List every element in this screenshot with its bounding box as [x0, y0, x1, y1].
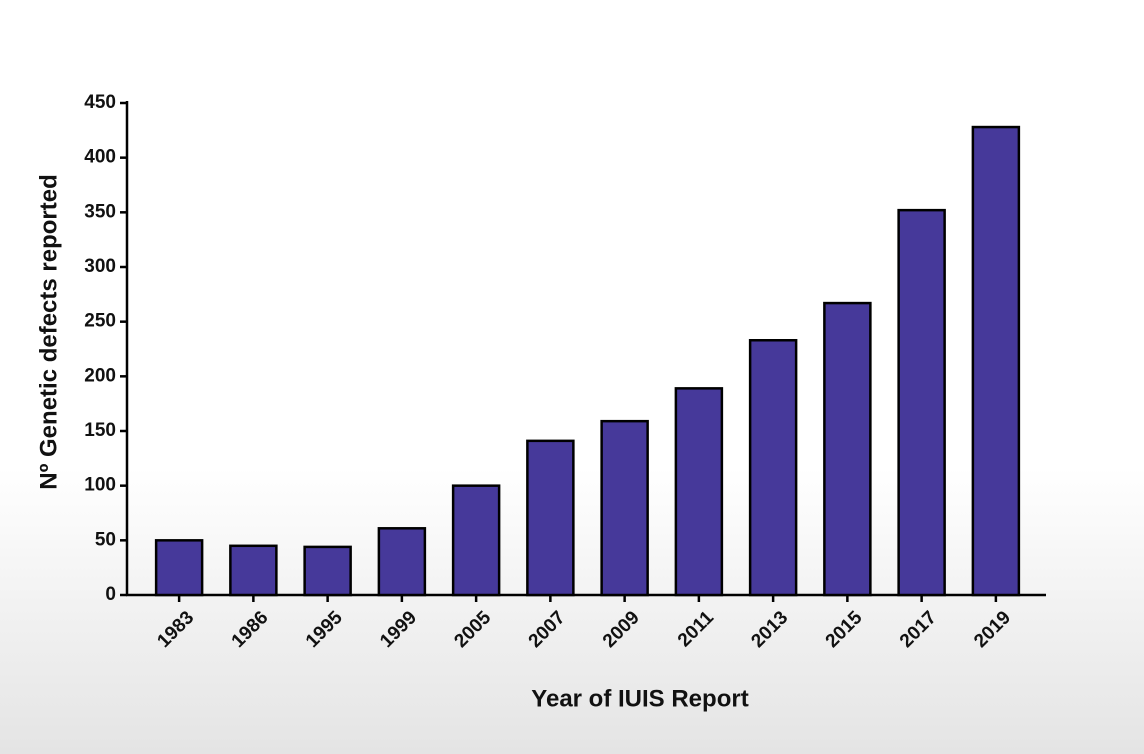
x-tick-label: 2013	[747, 607, 792, 652]
x-tick-label: 2019	[970, 607, 1015, 652]
x-tick-label: 2009	[599, 607, 644, 652]
x-tick-label: 1995	[302, 607, 347, 652]
x-tick-label: 2005	[450, 607, 495, 652]
x-tick-label: 2011	[674, 607, 718, 651]
bar	[897, 208, 946, 597]
x-tick-label: 2017	[896, 607, 941, 652]
bar	[971, 125, 1021, 597]
bar	[154, 539, 204, 597]
bar	[451, 484, 501, 597]
y-axis-title: Nº Genetic defects reported	[35, 174, 62, 490]
bar	[377, 527, 427, 597]
y-tick-label: 450	[84, 92, 116, 113]
y-tick-label: 100	[84, 475, 116, 496]
x-axis-title: Year of IUIS Report	[531, 685, 748, 712]
x-tick-label: 2007	[525, 607, 570, 652]
x-tick-label: 1999	[376, 607, 421, 652]
y-tick-label: 250	[84, 311, 116, 332]
y-tick-label: 300	[84, 256, 116, 277]
y-tick-label: 400	[84, 147, 116, 168]
y-tick-label: 50	[95, 529, 116, 550]
bar	[748, 339, 798, 597]
bar	[526, 439, 575, 597]
bar	[229, 544, 278, 597]
bar	[674, 387, 724, 597]
x-tick-label: 1983	[153, 607, 198, 652]
x-tick-label: 2015	[822, 607, 867, 652]
y-tick-label: 150	[84, 420, 116, 441]
bar	[303, 545, 352, 597]
bar	[823, 301, 872, 597]
y-tick-label: 350	[84, 201, 116, 222]
bar	[600, 419, 649, 597]
y-tick-label: 200	[84, 365, 116, 386]
x-tick-label: 1986	[228, 607, 273, 652]
y-tick-label: 0	[105, 584, 116, 605]
